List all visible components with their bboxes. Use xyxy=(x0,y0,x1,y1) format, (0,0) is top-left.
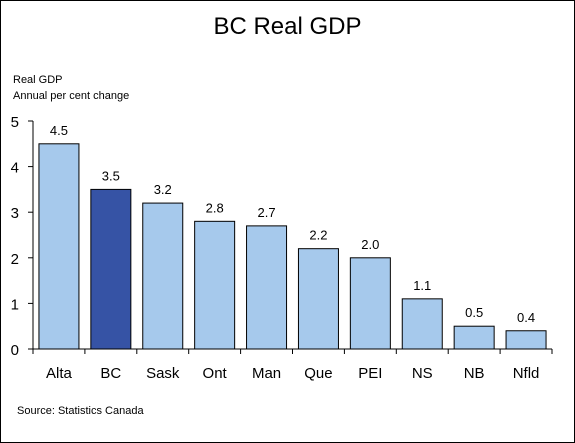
bar-sask xyxy=(142,202,184,350)
bar-alta xyxy=(38,143,80,350)
source-note: Source: Statistics Canada xyxy=(17,405,144,417)
data-label-alta: 4.5 xyxy=(50,123,68,138)
data-label-que: 2.2 xyxy=(309,228,327,243)
y-tick-label-3: 3 xyxy=(11,205,19,222)
x-tick-label-nb: NB xyxy=(464,365,485,382)
chart-title: BC Real GDP xyxy=(213,13,362,40)
bar-man xyxy=(246,225,288,350)
bar-nfld xyxy=(505,330,547,350)
y-axis-label-line-1: Real GDP xyxy=(13,74,63,86)
x-tick-label-bc: BC xyxy=(100,365,121,382)
data-label-pei: 2.0 xyxy=(361,237,379,252)
x-tick-label-man: Man xyxy=(252,365,281,382)
y-tick-label-1: 1 xyxy=(11,296,19,313)
y-tick-label-4: 4 xyxy=(11,160,19,177)
data-label-nb: 0.5 xyxy=(465,305,483,320)
data-label-nfld: 0.4 xyxy=(517,310,535,325)
bar-pei xyxy=(349,257,391,350)
x-tick-label-que: Que xyxy=(304,365,332,382)
y-tick-label-0: 0 xyxy=(11,342,19,359)
x-tick-label-sask: Sask xyxy=(146,365,180,382)
bar-bc xyxy=(90,188,132,350)
data-label-ns: 1.1 xyxy=(413,278,431,293)
x-tick-label-pei: PEI xyxy=(358,365,382,382)
y-tick-label-2: 2 xyxy=(11,251,19,268)
data-label-man: 2.7 xyxy=(258,205,276,220)
y-axis-label-line-2: Annual per cent change xyxy=(13,90,130,102)
bar-ont xyxy=(194,220,236,350)
x-tick-label-alta: Alta xyxy=(46,365,73,382)
data-label-ont: 2.8 xyxy=(206,200,224,215)
data-label-bc: 3.5 xyxy=(102,168,120,183)
y-tick-label-5: 5 xyxy=(11,114,19,131)
x-tick-label-ns: NS xyxy=(412,365,433,382)
bar-ns xyxy=(401,298,443,350)
data-label-sask: 3.2 xyxy=(154,182,172,197)
x-tick-label-ont: Ont xyxy=(203,365,228,382)
x-tick-label-nfld: Nfld xyxy=(513,365,540,382)
bar-que xyxy=(297,248,339,350)
bar-nb xyxy=(453,325,495,350)
